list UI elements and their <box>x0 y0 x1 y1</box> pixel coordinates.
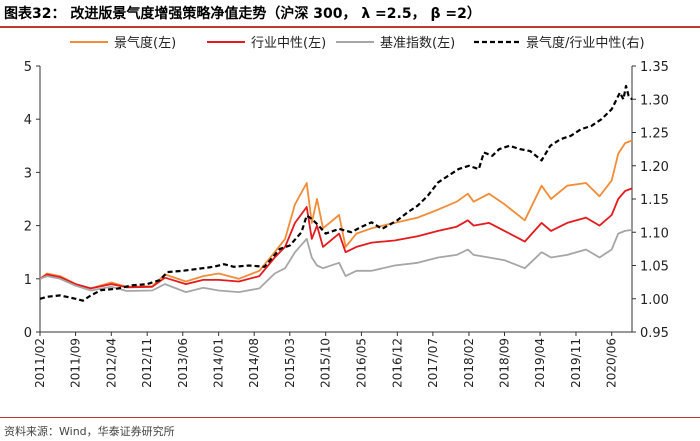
y-right-tick-label: 1.15 <box>640 193 669 208</box>
x-tick-label: 2020/06 <box>605 338 619 388</box>
legend-label-0: 景气度(左) <box>114 35 176 51</box>
source-note: 资料来源：Wind，华泰证券研究所 <box>4 425 175 438</box>
x-tick-label: 2019/04 <box>533 338 547 388</box>
y-left-tick-label: 1 <box>24 273 32 288</box>
y-left-tick-label: 2 <box>24 220 32 235</box>
x-tick-label: 2015/10 <box>319 338 333 388</box>
series-line-1 <box>39 187 633 290</box>
y-right-tick-label: 1.20 <box>640 160 669 175</box>
x-tick-label: 2014/01 <box>212 338 226 388</box>
x-tick-label: 2011/09 <box>69 338 83 388</box>
x-tick-label: 2016/05 <box>354 338 368 388</box>
legend-label-2: 基准指数(左) <box>380 36 455 51</box>
y-left-tick-label: 0 <box>24 326 32 341</box>
x-tick-label: 2018/09 <box>498 338 512 388</box>
source-rule <box>0 417 700 418</box>
y-right-tick-label: 1.00 <box>640 293 669 308</box>
y-right-tick-label: 1.05 <box>640 260 669 275</box>
y-left-tick-label: 5 <box>24 60 32 75</box>
y-right-tick-label: 1.30 <box>640 93 669 108</box>
chart-axes <box>36 65 636 336</box>
line-chart: 景气度(左) 行业中性(左) 基准指数(左) 景气度/行业中性(右) 0 1 2 3 4 5 0.… <box>24 35 669 388</box>
x-tick-label: 2016/12 <box>390 338 404 388</box>
series-line-2 <box>39 229 633 294</box>
x-tick-label: 2015/03 <box>283 338 297 388</box>
legend-label-1: 行业中性(左) <box>251 36 326 51</box>
y-right-tick-label: 0.95 <box>640 326 669 341</box>
chart-title: 图表32： 改进版景气度增强策略净值走势（沪深 300， λ =2.5， β =… <box>4 6 481 22</box>
legend-label-3: 景气度/行业中性(右) <box>526 35 645 51</box>
y-right-tick-label: 1.25 <box>640 127 669 142</box>
x-tick-label: 2017/07 <box>426 338 440 388</box>
x-tick-label: 2014/08 <box>247 338 261 388</box>
title-bar: 图表32： 改进版景气度增强策略净值走势（沪深 300， λ =2.5， β =… <box>0 0 700 28</box>
title-rule <box>0 26 700 28</box>
y-right-tick-label: 1.35 <box>640 60 669 75</box>
x-tick-label: 2012/04 <box>104 338 118 388</box>
y-right-tick-label: 1.10 <box>640 226 669 241</box>
y-left-tick-label: 4 <box>24 113 32 128</box>
x-tick-label: 2018/02 <box>462 338 476 388</box>
x-tick-label: 2013/06 <box>176 338 190 388</box>
x-tick-label: 2019/11 <box>569 338 583 388</box>
chart-legend: 景气度(左) 行业中性(左) 基准指数(左) 景气度/行业中性(右) <box>70 35 645 51</box>
series-line-0 <box>39 139 633 290</box>
x-tick-label: 2011/02 <box>33 338 47 388</box>
x-tick-label: 2012/11 <box>140 338 154 388</box>
chart-tick-labels: 0 1 2 3 4 5 0.95 1.00 1.05 1.10 1.15 1.20 1.25 1.30 1.… <box>24 60 669 388</box>
y-left-tick-label: 3 <box>24 166 32 181</box>
chart-series <box>39 84 633 302</box>
series-line-3 <box>39 84 633 302</box>
